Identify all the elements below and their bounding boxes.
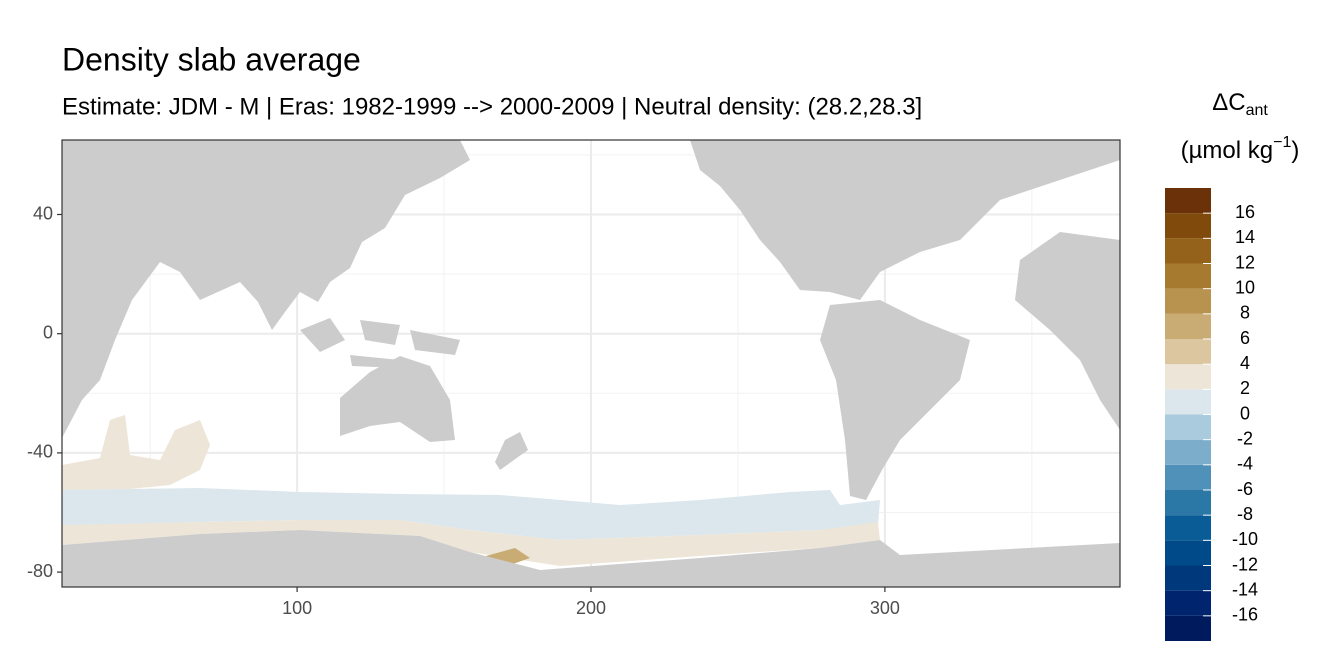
colorbar-label: -4: [1237, 454, 1253, 474]
y-tick-label: -40: [27, 442, 53, 462]
africa-east: [1015, 232, 1120, 430]
legend-unit-main: (µmol kg: [1181, 137, 1274, 164]
colorbar-bin: [1165, 590, 1211, 616]
colorbar-label: -14: [1232, 579, 1258, 599]
x-tick-label: 200: [576, 598, 606, 618]
colorbar-label: 6: [1240, 328, 1250, 348]
eurasia-africa: [62, 140, 470, 438]
colorbar-bin: [1165, 389, 1211, 415]
chart-subtitle: Estimate: JDM - M | Eras: 1982-1999 --> …: [62, 93, 922, 120]
legend-title-sub: ant: [1246, 102, 1269, 119]
colorbar-bin: [1165, 288, 1211, 314]
colorbar-label: 14: [1235, 227, 1255, 247]
colorbar-bin: [1165, 464, 1211, 490]
legend-unit-end: ): [1291, 137, 1299, 164]
colorbar-label: -12: [1232, 554, 1258, 574]
legend-unit-sup: −1: [1273, 134, 1291, 151]
colorbar-label: -8: [1237, 504, 1253, 524]
legend-title-main: ΔC: [1212, 89, 1245, 116]
y-tick-label: 40: [33, 203, 53, 223]
colorbar-bin: [1165, 313, 1211, 339]
south-america: [820, 300, 970, 500]
field-patch: [62, 415, 210, 492]
legend-title: ΔCant: [1212, 89, 1268, 119]
islands: [300, 318, 460, 368]
colorbar-bin: [1165, 339, 1211, 365]
y-tick-label: -80: [27, 561, 53, 581]
colorbar-label: -10: [1232, 529, 1258, 549]
colorbar-label: 12: [1235, 252, 1255, 272]
colorbar-bin: [1165, 515, 1211, 541]
colorbar-bin: [1165, 238, 1211, 264]
field-patch: [62, 520, 880, 566]
legend-unit: (µmol kg−1): [1181, 134, 1300, 164]
colorbar-bin: [1165, 188, 1211, 214]
colorbar-bin: [1165, 565, 1211, 591]
colorbar-bin: [1165, 490, 1211, 516]
field-patch: [62, 488, 880, 540]
antarctica: [62, 530, 1120, 587]
colorbar-bin: [1165, 364, 1211, 390]
chart-title: Density slab average: [62, 41, 361, 77]
colorbar-label: -16: [1232, 605, 1258, 625]
colorbar-bin: [1165, 213, 1211, 239]
colorbar-label: 0: [1240, 403, 1250, 423]
colorbar-bin: [1165, 263, 1211, 289]
north-america: [690, 140, 1120, 300]
land: [62, 140, 1120, 587]
colorbar-label: 16: [1235, 202, 1255, 222]
y-tick-label: 0: [43, 322, 53, 342]
colorbar-label: 8: [1240, 303, 1250, 323]
colorbar-label: 4: [1240, 353, 1250, 373]
colorbar-label: 10: [1235, 277, 1255, 297]
x-tick-label: 300: [870, 598, 900, 618]
colorbar-label: 2: [1240, 378, 1250, 398]
colorbar-label: -6: [1237, 479, 1253, 499]
colorbar-bin: [1165, 414, 1211, 440]
australia: [340, 356, 455, 442]
colorbar-bin: [1165, 439, 1211, 465]
x-tick-label: 100: [282, 598, 312, 618]
colorbar-label: -2: [1237, 428, 1253, 448]
colorbar-bin: [1165, 615, 1211, 641]
new-zealand: [495, 432, 528, 470]
colorbar-bin: [1165, 540, 1211, 566]
